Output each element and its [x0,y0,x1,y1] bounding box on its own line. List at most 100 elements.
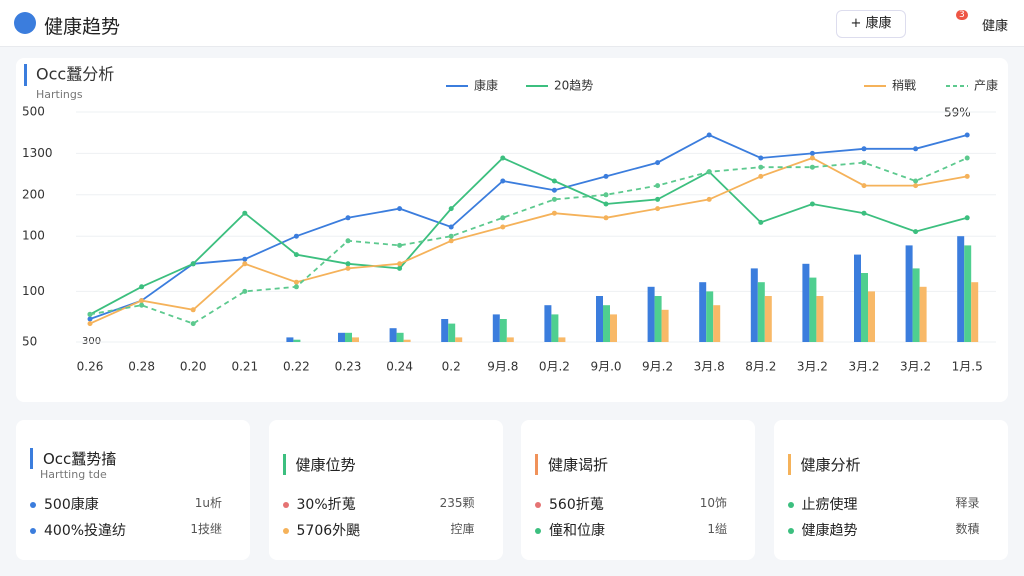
point [397,206,403,212]
bar [551,314,559,342]
legend-label: 产康 [974,78,998,93]
legend-label: 20趋势 [554,79,593,93]
bar [912,268,920,342]
line [89,156,968,316]
bar [558,337,566,342]
row-dot [787,502,794,508]
point [861,146,867,152]
chart: Occ蠶分析Hartings59%3005010010020013005000.… [22,64,998,374]
point [190,261,196,267]
point [500,215,506,221]
x-tick-label: 3月.8 [694,360,725,374]
point [964,155,970,161]
point [861,210,867,216]
title-accent [24,64,27,86]
bar [396,332,404,342]
bar [455,337,463,342]
point [87,311,93,317]
point [448,233,454,239]
bar [713,305,721,342]
card-row: 400%投違纺 1技继 [30,520,236,540]
bar [919,286,927,342]
point [293,233,299,239]
point [551,210,557,216]
x-tick-label: 0.28 [128,360,155,374]
chart-subtitle: Hartings [36,88,83,101]
row-dot [787,528,794,534]
card-title: 健康位势 [282,454,356,475]
row-dot [30,502,36,508]
line [89,157,968,325]
chart-panel: Occ蠶分析 Hartings 59% 300 50 100 100 200 1300 500 0.… [16,58,1008,402]
bar [699,282,707,342]
row-label: 止疬使理 [801,497,858,513]
x-tick-label: 0.20 [180,360,207,374]
add-label[interactable]: 康康 [865,16,892,31]
x-tick-label: 9月.0 [590,360,621,374]
point [293,252,299,258]
point [913,183,919,189]
row-value: 1技继 [190,522,222,536]
legend-label: 稍戰 [892,79,916,93]
x-tick-label: 9月.8 [487,360,518,374]
point [964,173,970,179]
row-value: 控庫 [450,522,475,536]
x-tick-label: 3月.2 [848,360,879,374]
point [809,150,815,156]
point [293,279,299,285]
point [758,164,764,170]
point [139,298,145,304]
user-menu[interactable]: 健康 [982,19,1009,34]
card: 健康位势 30%折蒐 235颗 5706外颶 控庫 [268,420,503,560]
chart-title: Occ蠶分析 [36,65,114,84]
bar [352,337,359,342]
point [758,155,764,161]
bar [403,339,411,342]
point [345,215,351,221]
bar [964,245,972,342]
point [603,201,609,207]
point [758,173,764,179]
y-tick-label: 200 [22,187,45,201]
bar [957,236,965,342]
bar [757,282,765,342]
point [861,160,867,166]
point [551,196,557,202]
card-row: 560折蒐 10饰 [535,494,741,514]
y-tick-label: 1300 [22,146,53,160]
add-button[interactable]: + 康康 [836,10,906,38]
point [809,164,815,170]
bar [293,339,301,342]
bar [389,328,397,342]
row-label: 健康趋势 [801,523,858,539]
point [861,183,867,189]
bar [868,291,875,342]
line [89,133,968,320]
point [448,206,454,212]
bar [802,263,810,342]
card-row: 僮和位康 1缢 [535,520,741,540]
bar [971,282,979,342]
x-tick-label: 0.21 [231,360,258,374]
badge: 3 [956,10,968,20]
card-row: 止疬使理 释录 [787,494,994,514]
point [242,210,248,216]
bar [492,314,500,342]
point [655,206,661,212]
bar [603,305,610,342]
bar [441,319,449,342]
y-tick-label: 50 [22,335,37,349]
legend-label: 康康 [474,78,498,93]
row-dot [535,502,541,508]
point [500,155,506,161]
row-label: 僮和位康 [549,523,605,539]
point [500,224,506,230]
point [397,242,403,248]
x-tick-label: 9月.2 [642,360,673,374]
bar [610,314,617,342]
row-dot [30,528,36,534]
row-value: 235颗 [439,496,475,510]
bar [905,245,913,342]
bar [506,337,514,342]
point [809,201,815,207]
